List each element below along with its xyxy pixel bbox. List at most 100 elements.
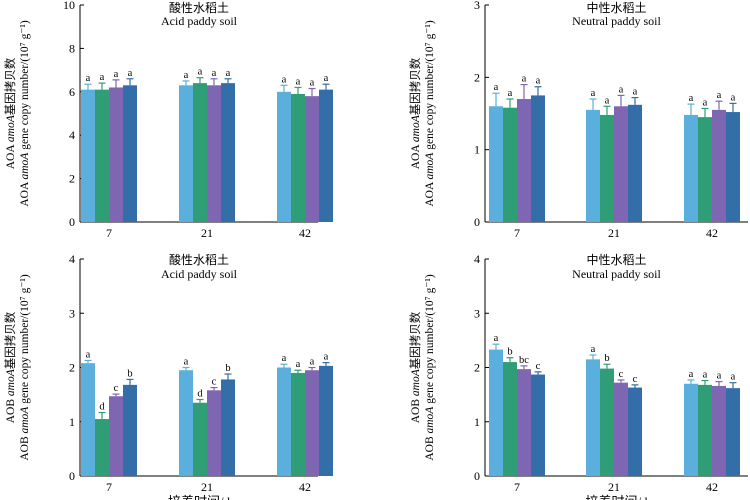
bar bbox=[600, 114, 614, 222]
x-category-label: 42 bbox=[706, 226, 718, 240]
significance-label: a bbox=[114, 69, 119, 80]
chart-title: Neutral paddy soil bbox=[572, 267, 661, 281]
bar bbox=[531, 374, 545, 476]
y-axis-label-part: gene copy number/(10⁷ g⁻¹) bbox=[424, 274, 436, 406]
y-tick-label: 3 bbox=[474, 0, 480, 12]
bar bbox=[179, 370, 193, 476]
x-axis-label: 培养时间/d bbox=[585, 494, 648, 500]
bar bbox=[95, 419, 109, 476]
significance-label: a bbox=[86, 349, 91, 360]
y-axis-label-part: 基因拷贝数 bbox=[3, 57, 17, 115]
bar bbox=[319, 365, 333, 476]
significance-label: a bbox=[522, 74, 527, 85]
x-category-label: 42 bbox=[706, 480, 718, 494]
y-axis-label-part: amoA bbox=[410, 114, 422, 142]
y-tick-label: 1 bbox=[474, 415, 480, 429]
y-tick-label: 2 bbox=[69, 172, 75, 186]
bar bbox=[614, 106, 628, 222]
y-axis-label-part: gene copy number/(10⁷ g⁻¹) bbox=[19, 274, 31, 406]
x-category-label: 7 bbox=[514, 480, 520, 494]
y-axis-label-part: amoA bbox=[5, 368, 17, 396]
bar bbox=[95, 89, 109, 222]
bar bbox=[207, 390, 221, 476]
bar bbox=[712, 109, 726, 222]
bar bbox=[489, 106, 503, 222]
y-axis-label-part: AOA bbox=[410, 142, 422, 169]
bar bbox=[489, 349, 503, 476]
y-tick-label: 10 bbox=[63, 0, 75, 12]
bar bbox=[305, 370, 319, 476]
bar bbox=[503, 362, 517, 476]
bar bbox=[517, 369, 531, 476]
chart-title-cn: 酸性水稻土 bbox=[169, 252, 229, 267]
bar bbox=[517, 99, 531, 222]
bar bbox=[614, 382, 628, 476]
x-category-label: 42 bbox=[299, 226, 311, 240]
significance-label: a bbox=[198, 67, 203, 78]
x-axis-label: 培养时间/d bbox=[168, 494, 231, 500]
significance-label: bc bbox=[519, 355, 529, 366]
significance-label: a bbox=[703, 97, 708, 108]
y-tick-label: 2 bbox=[474, 361, 480, 375]
bar bbox=[305, 96, 319, 222]
y-axis-label-part: 基因拷贝数 bbox=[408, 311, 422, 369]
bar bbox=[123, 384, 137, 476]
significance-label: a bbox=[731, 92, 736, 103]
bar bbox=[503, 107, 517, 222]
y-tick-label: 2 bbox=[474, 70, 480, 84]
bar bbox=[628, 104, 642, 222]
significance-label: a bbox=[689, 369, 694, 380]
bar bbox=[600, 368, 614, 476]
bar bbox=[179, 85, 193, 222]
significance-label: a bbox=[100, 72, 105, 83]
bar bbox=[81, 363, 95, 476]
bar bbox=[109, 396, 123, 476]
bar bbox=[109, 87, 123, 223]
x-category-label: 7 bbox=[106, 480, 112, 494]
bar bbox=[712, 385, 726, 476]
bar bbox=[221, 83, 235, 223]
significance-label: d bbox=[197, 389, 203, 400]
significance-label: a bbox=[296, 76, 301, 87]
chart-title-cn: 中性水稻土 bbox=[586, 0, 646, 15]
significance-label: a bbox=[282, 353, 287, 364]
bar bbox=[531, 95, 545, 222]
bar bbox=[726, 112, 740, 222]
significance-label: a bbox=[717, 371, 722, 382]
significance-label: a bbox=[296, 359, 301, 370]
x-category-label: 7 bbox=[106, 226, 112, 240]
x-category-label: 21 bbox=[608, 480, 620, 494]
y-tick-label: 4 bbox=[69, 252, 75, 266]
significance-label: a bbox=[731, 372, 736, 383]
y-axis-label-part: AOB bbox=[19, 434, 31, 461]
significance-label: a bbox=[324, 352, 329, 363]
significance-label: b bbox=[225, 363, 230, 374]
bar bbox=[291, 372, 305, 476]
x-category-label: 21 bbox=[608, 226, 620, 240]
chart-title-cn: 酸性水稻土 bbox=[169, 0, 229, 15]
y-tick-label: 4 bbox=[474, 252, 480, 266]
y-axis-label-part: 基因拷贝数 bbox=[3, 311, 17, 369]
bar bbox=[698, 117, 712, 222]
y-axis-label-part: AOB bbox=[5, 396, 17, 423]
significance-label: d bbox=[99, 402, 105, 413]
significance-label: c bbox=[633, 374, 638, 385]
significance-label: a bbox=[226, 68, 231, 79]
y-axis-label-en: AOA amoA gene copy number/(10⁷ g⁻¹) bbox=[19, 20, 31, 206]
bar bbox=[193, 402, 207, 476]
y-axis-label-part: amoA bbox=[19, 406, 31, 434]
y-axis-label-part: gene copy number/(10⁷ g⁻¹) bbox=[424, 20, 436, 152]
y-axis-label-part: AOA bbox=[5, 142, 17, 169]
significance-label: a bbox=[508, 88, 513, 99]
significance-label: a bbox=[605, 95, 610, 106]
significance-label: c bbox=[212, 377, 217, 388]
x-category-label: 21 bbox=[201, 480, 213, 494]
bar bbox=[726, 388, 740, 476]
bar bbox=[277, 367, 291, 476]
y-axis-label-part: AOA bbox=[424, 180, 436, 207]
y-tick-label: 2 bbox=[69, 361, 75, 375]
y-tick-label: 0 bbox=[474, 469, 480, 483]
